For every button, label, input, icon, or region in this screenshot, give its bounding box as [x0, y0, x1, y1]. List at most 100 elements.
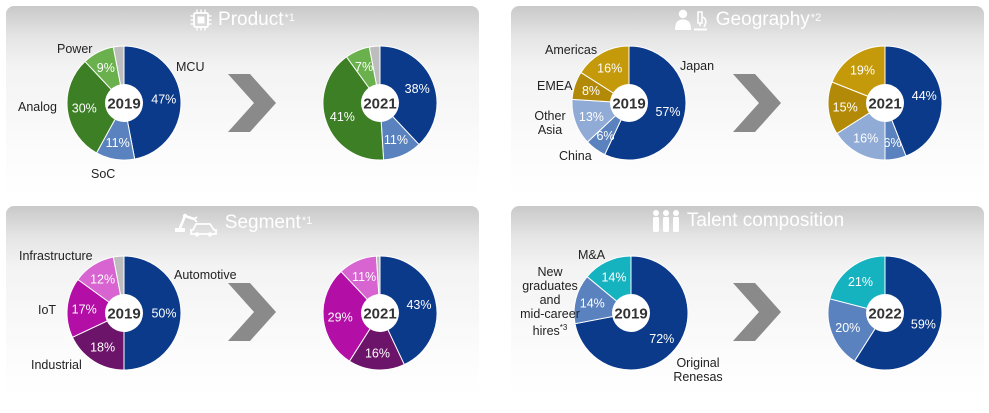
pct-talent-2022-new-graduates-and-mid-career-hires: 20%	[835, 321, 860, 335]
talent-panel-title: Talent composition	[511, 209, 984, 233]
geography-pie-2019: 57% 6% 13% 8% 16% 2019	[571, 45, 687, 161]
year-talent-2022: 2022	[868, 306, 901, 323]
year-segment-2021: 2021	[363, 306, 396, 323]
label-ma: M&A	[578, 248, 606, 262]
slice-segment-2021-industrial	[348, 311, 405, 371]
label-iot: IoT	[38, 303, 57, 317]
pct-product-2019-power: 9%	[97, 61, 115, 75]
pct-product-2021-power: 7%	[355, 60, 373, 74]
year-product-2019: 2019	[107, 96, 140, 113]
label-new-grads: New graduates and mid-career hires*3	[510, 265, 590, 338]
robot-arm-car-icon	[173, 209, 219, 237]
label-new-grads-note: *3	[559, 323, 568, 332]
slice-geography-2021-americas	[831, 45, 886, 104]
pie-center-segment-2019	[105, 294, 143, 332]
pct-segment-2019-infrastructure: 12%	[90, 273, 115, 287]
label-new-grads-line3: and	[539, 293, 561, 307]
product-title-note: *1	[284, 12, 295, 24]
product-arrow-icon	[228, 74, 276, 132]
label-other-asia: Other Asia	[530, 109, 570, 137]
label-new-grads-line5: hires*3	[510, 321, 590, 338]
segment-title-note: *1	[301, 215, 313, 227]
label-original-line1: Original	[676, 356, 720, 370]
year-geography-2021: 2021	[868, 96, 901, 113]
pct-talent-2019-new-graduates-and-mid-career-hires: 14%	[580, 297, 605, 311]
slice-segment-2019-iot	[66, 278, 125, 338]
pct-segment-2021-infrastructure: 11%	[352, 270, 376, 284]
pie-center-talent-2019	[612, 294, 650, 332]
label-new-grads-line4: mid-career	[520, 307, 580, 321]
label-americas: Americas	[545, 43, 598, 57]
label-mcu: MCU	[176, 60, 205, 74]
slice-product-2021-analog	[322, 56, 385, 161]
people-microscope-icon	[674, 9, 710, 31]
geography-arrow-icon	[733, 74, 781, 132]
pie-center-geography-2021	[866, 84, 904, 122]
segment-pie-2021: 43% 16% 29% 11% 2021	[322, 255, 438, 371]
product-panel-title: Product *1	[6, 9, 479, 31]
geography-title-text: Geography	[715, 9, 810, 30]
pct-geography-2019-china: 6%	[596, 129, 614, 143]
pct-segment-2021-automotive: 43%	[406, 298, 431, 312]
pie-center-talent-2022	[866, 294, 904, 332]
label-analog: Analog	[18, 100, 57, 114]
pct-geography-2019-emea: 8%	[582, 84, 600, 98]
label-new-grads-line1: New	[537, 265, 563, 279]
pct-segment-2019-iot: 17%	[72, 303, 97, 317]
slice-talent-2022-m-a	[829, 255, 886, 314]
product-pie-2021: 38% 11% 41% 7% 2021	[322, 45, 438, 161]
pct-segment-2021-iot: 29%	[328, 310, 353, 324]
people-group-icon	[651, 209, 681, 233]
year-talent-2019: 2019	[614, 306, 647, 323]
pct-product-2021-mcu: 38%	[405, 82, 430, 96]
pct-product-2019-soc: 11%	[106, 136, 130, 150]
pie-center-product-2019	[105, 84, 143, 122]
slice-geography-2021-japan	[884, 45, 943, 157]
pct-segment-2019-automotive: 50%	[151, 307, 176, 321]
segment-panel-title: Segment *1	[6, 209, 479, 237]
pct-geography-2019-other-asia: 13%	[579, 110, 604, 124]
pct-talent-2022-m-a: 21%	[848, 275, 873, 289]
label-infrastructure: Infrastructure	[19, 249, 93, 263]
slice-product-2019-analog	[66, 60, 125, 154]
segment-title-text: Segment	[224, 212, 301, 233]
slice-product-2019-mcu	[123, 45, 182, 160]
pie-center-segment-2021	[361, 294, 399, 332]
pct-segment-2021-industrial: 16%	[365, 346, 390, 360]
pct-product-2019-mcu: 47%	[151, 93, 176, 107]
pct-talent-2019-m-a: 14%	[601, 270, 626, 284]
year-segment-2019: 2019	[107, 306, 140, 323]
product-title-text: Product	[218, 9, 284, 30]
pct-talent-2022-original-renesas: 59%	[911, 318, 936, 332]
label-other-asia-line1: Other	[534, 109, 566, 123]
pct-geography-2021-americas: 19%	[850, 63, 875, 77]
label-automotive: Automotive	[174, 268, 237, 282]
label-china: China	[559, 149, 592, 163]
chip-icon	[190, 9, 212, 31]
geography-pie-2021: 44% 6% 16% 15% 19% 2021	[827, 45, 943, 161]
slice-segment-2021-iot	[322, 270, 381, 362]
pct-geography-2019-americas: 16%	[597, 61, 622, 75]
segment-arrow-icon	[228, 283, 276, 341]
label-emea: EMEA	[537, 79, 573, 93]
pct-product-2021-soc: 11%	[384, 133, 408, 147]
talent-pie-2022: 59% 20% 21% 2022	[827, 255, 943, 371]
segment-pie-2019: 50% 18% 17% 12% 2019	[66, 255, 182, 371]
slice-product-2021-mcu	[379, 45, 438, 146]
pct-geography-2021-emea: 15%	[833, 100, 858, 114]
label-original-line2: Renesas	[673, 370, 723, 384]
slice-geography-2021-emea	[827, 81, 887, 135]
product-pie-2019: 47% 11% 30% 9% 2019	[66, 45, 182, 161]
slice-segment-2019-automotive	[123, 255, 182, 371]
label-japan: Japan	[680, 59, 715, 73]
pct-geography-2019-japan: 57%	[655, 105, 680, 119]
talent-pie-2019: 72% 14% 14% 2019	[573, 255, 689, 371]
label-power: Power	[57, 42, 93, 56]
year-geography-2019: 2019	[612, 96, 645, 113]
pct-segment-2019-industrial: 18%	[90, 340, 115, 354]
pct-talent-2019-original-renesas: 72%	[649, 332, 674, 346]
label-soc: SoC	[91, 167, 116, 181]
label-industrial: Industrial	[31, 358, 82, 372]
label-new-grads-line2: graduates	[522, 279, 578, 293]
